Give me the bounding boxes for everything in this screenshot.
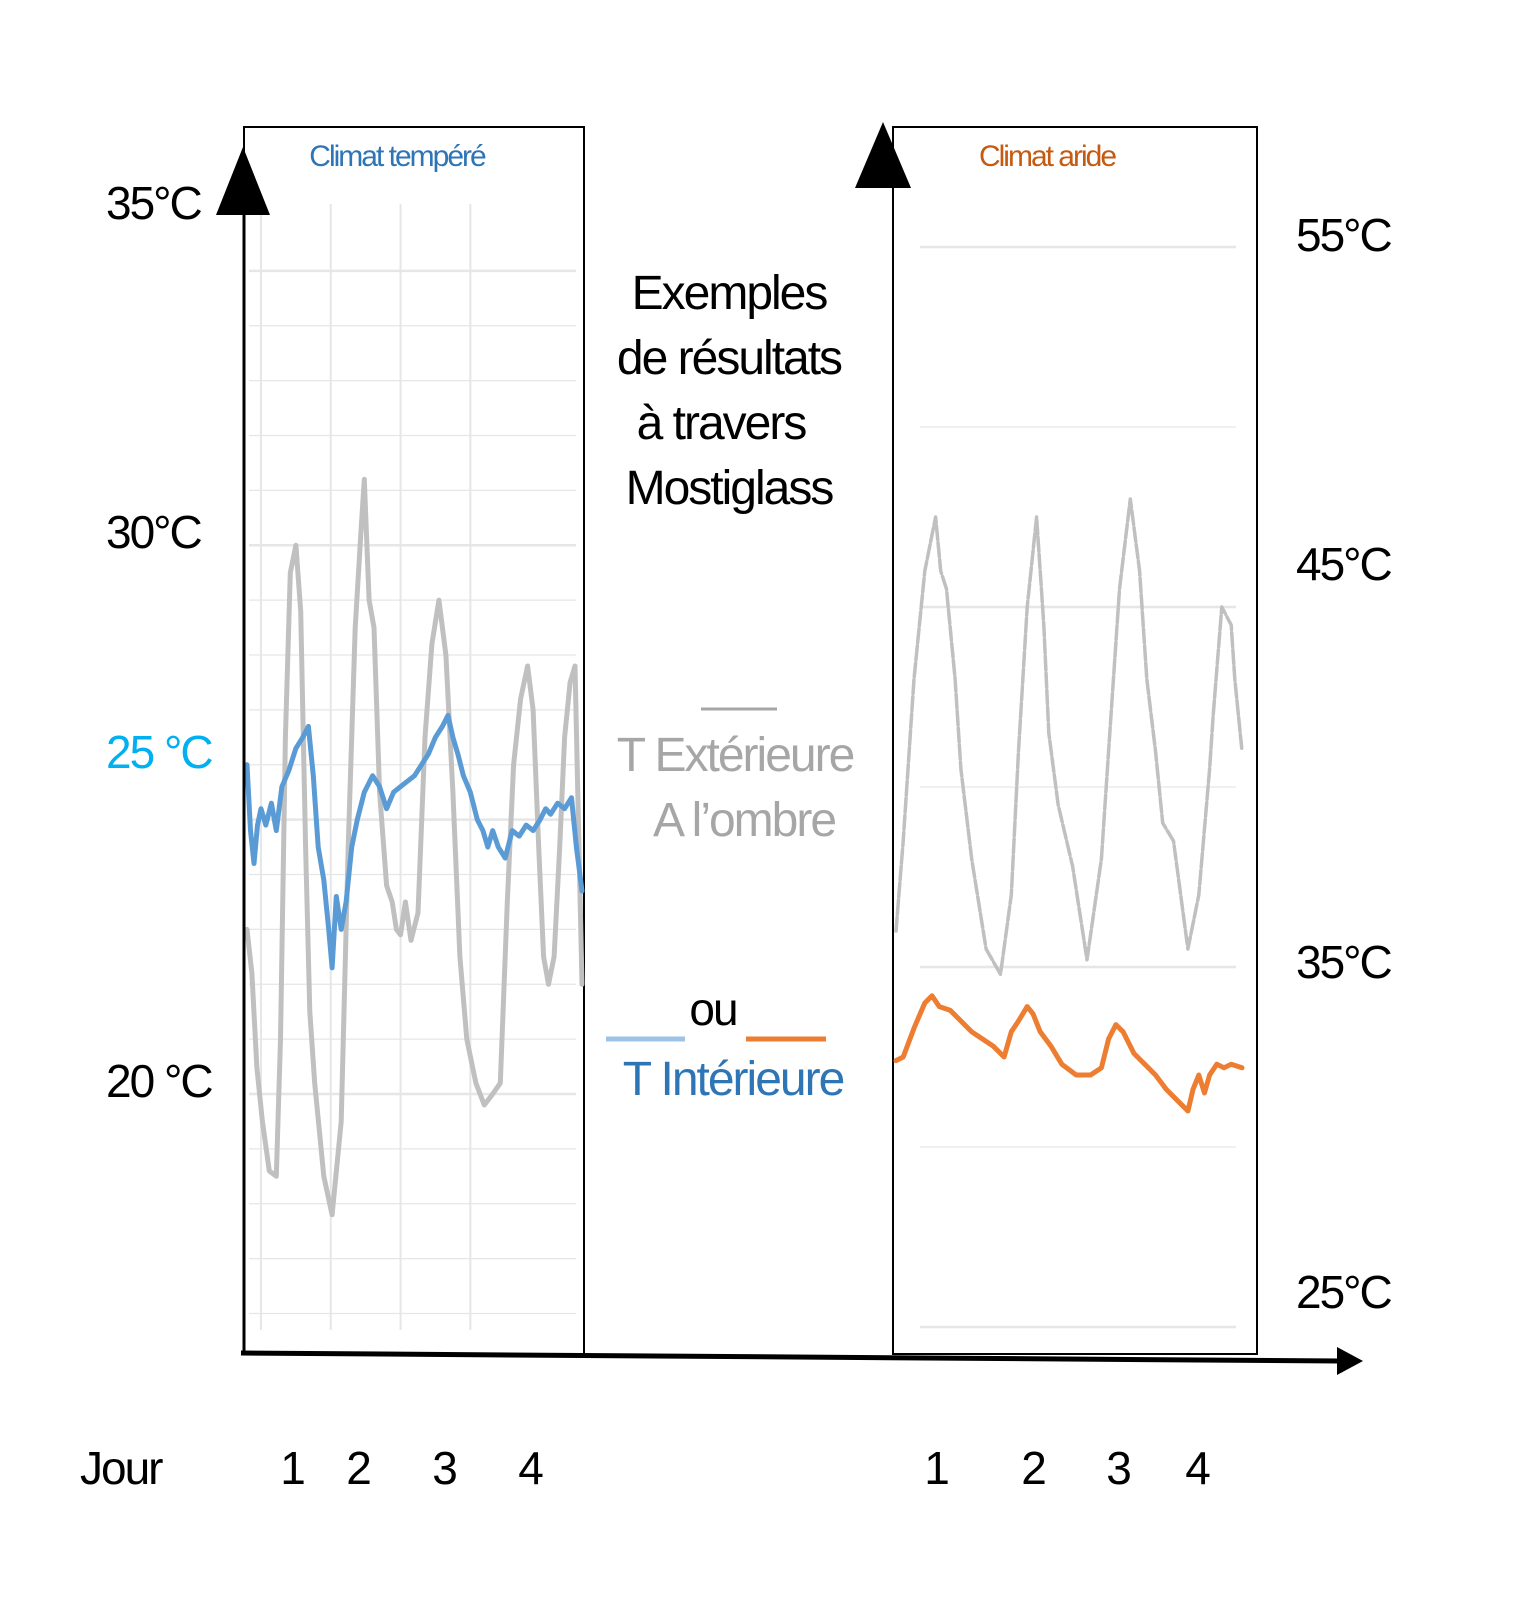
right-y-tick-label: 25°C [1296,1266,1392,1318]
x-axis-label: Jour [80,1442,163,1494]
interior-temperature-line [893,993,1245,1114]
left-y-tick-label: 35°C [106,177,202,229]
arid-title: Climat aride [979,140,1116,173]
right-y-axis-arrow [855,122,911,188]
right-x-tick-label: 2 [1021,1442,1045,1494]
legend-interior-label: T Intérieure [623,1053,844,1106]
arid-panel-frame [892,126,1258,1355]
legend-exterior-label: A l’ombre [653,794,835,847]
left-y-tick-label: 20 °C [106,1055,212,1107]
legend-or-text: ou [689,983,736,1035]
x-axis [240,1350,1341,1364]
left-y-axis-arrow [216,147,270,215]
left-x-tick-label: 1 [280,1442,304,1494]
arid-grid [920,245,1236,1329]
left-x-tick-label: 4 [518,1442,543,1494]
exterior-temperature-line [894,497,1244,976]
right-y-tick-label: 45°C [1296,538,1392,590]
interior-temperature-line [244,712,585,971]
right-x-tick-label: 1 [924,1442,948,1494]
right-y-tick-label: 55°C [1296,209,1392,261]
left-x-tick-label: 2 [346,1442,370,1494]
legend-exterior-label: T Extérieure [617,729,854,782]
center-title-line: à travers [637,397,807,450]
right-x-tick-label: 4 [1185,1442,1210,1494]
left-y-tick-label: 30°C [106,506,202,558]
right-y-tick-label: 35°C [1296,936,1392,988]
temperate-grid [249,204,576,1330]
x-axis-arrow [1337,1347,1363,1375]
temperate-title: Climat tempéré [309,140,486,173]
left-x-tick-label: 3 [432,1442,456,1494]
temperate-series [244,476,585,1218]
center-title-line: Mostiglass [626,462,834,515]
arid-series [893,497,1245,1114]
right-x-tick-label: 3 [1106,1442,1130,1494]
center-title-line: de résultats [617,332,842,385]
exterior-temperature-line [244,476,585,1218]
center-title-line: Exemples [632,267,828,320]
left-y-tick-label: 25 °C [106,726,212,778]
